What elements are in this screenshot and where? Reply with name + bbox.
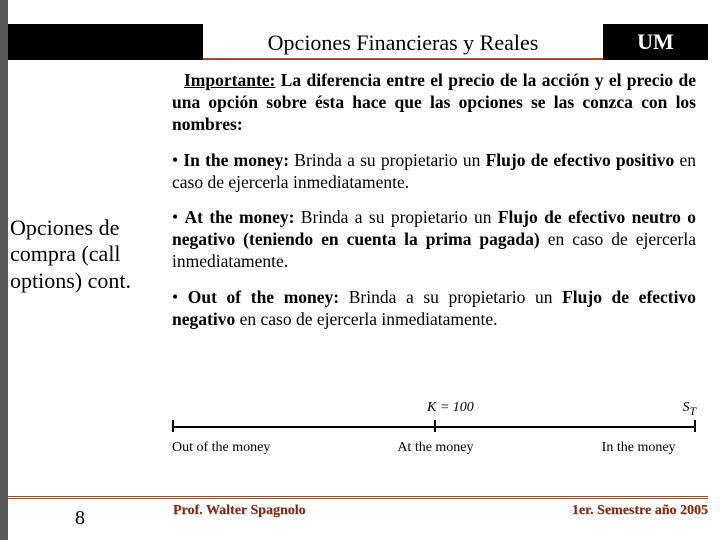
axis-tick-0 <box>172 420 174 432</box>
main-content: Importante: La diferencia entre el preci… <box>172 70 696 345</box>
axis-tick-2 <box>694 420 696 432</box>
footer-semester: 1er. Semestre año 2005 <box>572 503 708 519</box>
axis-label-at: At the money <box>397 440 473 456</box>
axis <box>172 420 696 432</box>
page-title: Opciones Financieras y Reales <box>203 24 603 60</box>
bullet-flow-0: Flujo de efectivo positivo <box>486 150 675 170</box>
bullet-body1-2: Brinda a su propietario un <box>339 287 562 307</box>
bullet-at-the-money: • At the money: Brinda a su propietario … <box>172 207 696 273</box>
footer: Prof. Walter Spagnolo 1er. Semestre año … <box>8 496 708 520</box>
logo-um: UM <box>603 24 708 60</box>
axis-label-in: In the money <box>602 440 676 456</box>
page-number: 8 <box>75 507 85 530</box>
bullet-term-2: Out of the money: <box>188 287 339 307</box>
bullet-term-1: At the money: <box>185 207 295 227</box>
intro-lead: Importante: <box>184 70 275 90</box>
intro-paragraph: Importante: La diferencia entre el preci… <box>172 70 696 136</box>
st-label: ST <box>683 400 696 418</box>
bullet-body1-1: Brinda a su propietario un <box>294 207 497 227</box>
bullet-term-0: In the money: <box>183 150 289 170</box>
bullet-body2-2: en caso de ejercerla inmediatamente. <box>235 309 497 329</box>
header: Opciones Financieras y Reales UM <box>8 24 708 60</box>
bullet-in-the-money: • In the money: Brinda a su propietario … <box>172 150 696 194</box>
header-left-block <box>8 24 203 60</box>
sidebar-stripe <box>0 0 8 540</box>
side-title: Opciones de compra (call options) cont. <box>10 215 170 294</box>
k-label: K = 100 <box>427 400 474 416</box>
axis-tick-1 <box>434 420 436 432</box>
bullet-body1-0: Brinda a su propietario un <box>289 150 486 170</box>
axis-label-out: Out of the money <box>172 440 270 456</box>
bullet-out-of-the-money: • Out of the money: Brinda a su propieta… <box>172 287 696 331</box>
footer-professor: Prof. Walter Spagnolo <box>173 503 306 519</box>
